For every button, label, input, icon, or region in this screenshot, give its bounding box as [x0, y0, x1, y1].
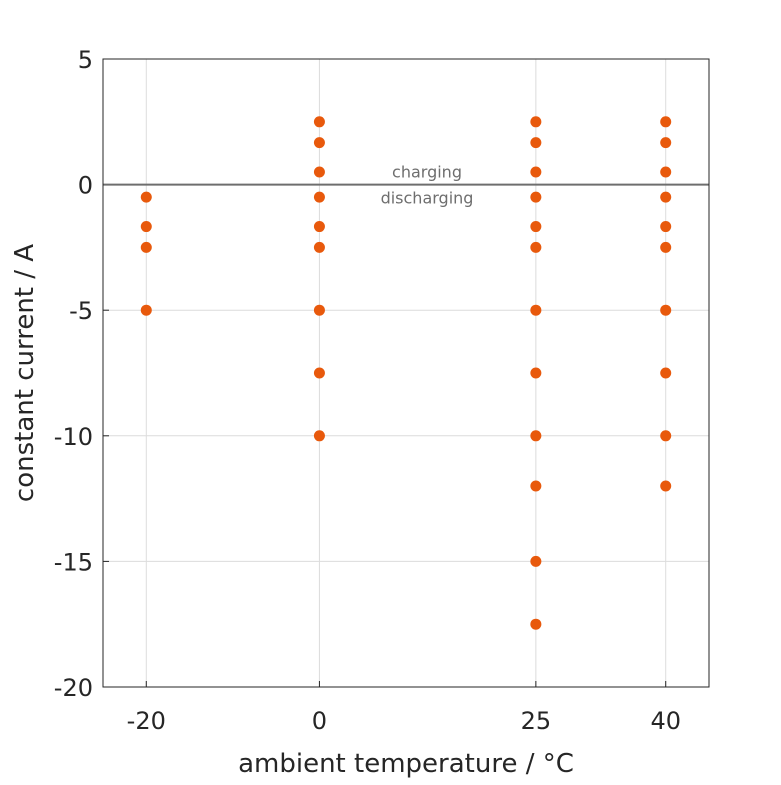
data-points — [140, 116, 672, 630]
data-point — [530, 137, 542, 149]
data-point — [313, 166, 325, 178]
data-point — [530, 367, 542, 379]
data-point — [530, 116, 542, 128]
x-axis-label: ambient temperature / °C — [238, 749, 574, 779]
data-point — [140, 304, 152, 316]
y-tick-labels: 5 0 -5 -10 -15 -20 — [54, 46, 93, 702]
data-point — [660, 367, 672, 379]
x-tick-label: 25 — [521, 707, 552, 735]
data-point — [313, 367, 325, 379]
data-point — [313, 430, 325, 442]
data-point — [530, 430, 542, 442]
data-point — [530, 241, 542, 253]
x-tick-labels: -20 0 25 40 — [127, 707, 681, 735]
y-tick-label: 0 — [78, 172, 93, 200]
data-point — [530, 618, 542, 630]
data-point — [313, 304, 325, 316]
y-tick-label: -20 — [54, 674, 93, 702]
data-point — [313, 241, 325, 253]
data-point — [660, 191, 672, 203]
annotation-discharging: discharging — [381, 189, 474, 208]
data-point — [530, 480, 542, 492]
annotation-charging: charging — [392, 163, 462, 182]
data-point — [530, 304, 542, 316]
data-point — [660, 480, 672, 492]
y-axis-label: constant current / A — [10, 244, 40, 502]
data-point — [140, 241, 152, 253]
data-point — [530, 221, 542, 233]
x-tick-label: 40 — [650, 707, 681, 735]
plot-frame — [102, 58, 710, 688]
data-point — [313, 137, 325, 149]
data-point — [313, 191, 325, 203]
data-point — [140, 221, 152, 233]
y-tick-label: -10 — [54, 423, 93, 451]
y-tick-label: -5 — [69, 297, 93, 325]
data-point — [660, 304, 672, 316]
y-tick-label: -15 — [54, 548, 93, 576]
y-tick-label: 5 — [78, 46, 93, 74]
data-point — [660, 221, 672, 233]
data-point — [660, 241, 672, 253]
data-point — [660, 430, 672, 442]
data-point — [313, 221, 325, 233]
data-point — [660, 166, 672, 178]
x-tick-label: -20 — [127, 707, 166, 735]
grid — [103, 58, 709, 688]
data-point — [530, 555, 542, 567]
data-point — [530, 191, 542, 203]
data-point — [313, 116, 325, 128]
data-point — [660, 137, 672, 149]
data-point — [530, 166, 542, 178]
data-point — [140, 191, 152, 203]
data-point — [660, 116, 672, 128]
x-tick-label: 0 — [312, 707, 327, 735]
